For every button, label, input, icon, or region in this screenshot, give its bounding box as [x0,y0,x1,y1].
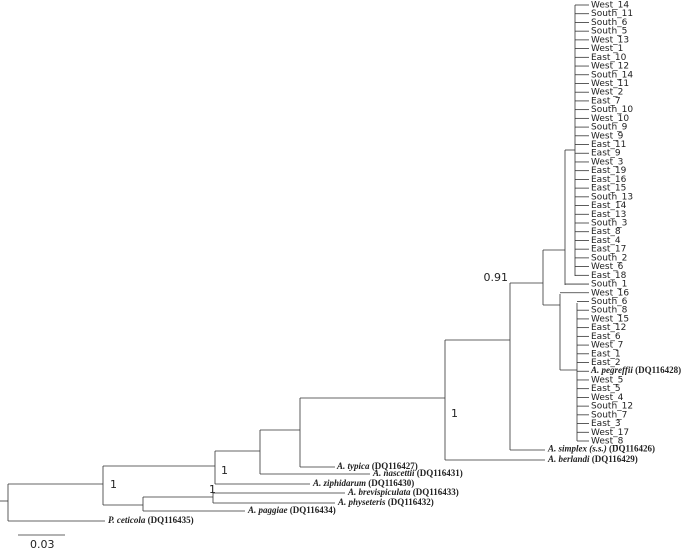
leaf-label: West_10 [591,114,629,124]
species-label: A. ziphidarum (DQ116430) [312,478,414,488]
leaf-label: East_13 [591,210,626,220]
leaf-label: South_5 [591,27,627,37]
leaf-label: East_9 [591,149,621,159]
leaf-label: South_6 [591,18,628,28]
leaf-label: East_19 [591,166,627,176]
species-name: A. simplex (s.s.) [547,444,607,454]
species-name: A. paggiae [247,505,288,515]
species-label: A. brevispiculata (DQ116433) [347,487,459,497]
support-value: 1 [110,478,117,491]
accession: (DQ116430) [368,478,414,488]
leaf-label: South_8 [591,306,628,316]
accession: (DQ116429) [592,454,638,464]
leaf-label: West_12 [591,62,629,72]
species-name: A. pegreffii [590,365,633,375]
leaf-label: West_16 [591,288,629,298]
leaf-label: East_17 [591,245,626,255]
leaf-label: West_2 [591,88,623,98]
leaf-label: East_8 [591,227,621,237]
leaf-label: West_1 [591,44,623,54]
leaf-label: East_11 [591,140,626,150]
species-label: A. paggiae (DQ116434) [247,505,336,515]
leaf-label: East_3 [591,419,621,429]
leaf-label: South_10 [591,105,633,115]
accession: (DQ116433) [413,487,459,497]
leaf-label: East_6 [591,332,621,342]
leaf-label: West_6 [591,262,624,272]
leaf-label: West_9 [591,131,624,141]
leaf-label: West_5 [591,375,623,385]
leaf-label: East_16 [591,175,627,185]
leaf-label: South_2 [591,253,627,263]
leaf-label: East_5 [591,384,621,394]
accession: (DQ116435) [148,515,194,525]
leaf-label: East_15 [591,184,626,194]
leaf-label: East_12 [591,323,626,333]
accession: (DQ116432) [388,497,434,507]
species-label: A. physeteris (DQ116432) [337,497,434,507]
accession: (DQ116426) [609,444,655,454]
species-name: A. physeteris [337,497,386,507]
leaf-label: West_17 [591,428,629,438]
leaf-label: East_14 [591,201,627,211]
species-name: A. brevispiculata [347,487,411,497]
leaf-label: West_7 [591,341,623,351]
leaf-label: West_3 [591,157,623,167]
leaf-label: East_1 [591,349,621,359]
support-value: 1 [221,464,228,477]
leaf-label: East_10 [591,53,627,63]
accession: (DQ116428) [635,365,681,375]
leaf-label: South_11 [591,9,633,19]
accession: (DQ116427) [372,461,418,471]
species-name: A. typica [336,461,370,471]
leaf-label: West_13 [591,35,629,45]
species-label: A. nascettii (DQ116431) [372,468,463,478]
species-label: A. berlandi (DQ116429) [547,454,638,464]
leaf-label: South_3 [591,219,627,229]
leaf-label: West_15 [591,314,629,324]
leaf-label: South_1 [591,280,627,290]
species-name: A. ziphidarum [312,478,366,488]
support-value: 0.91 [484,271,509,284]
leaf-label: East_7 [591,96,621,106]
branches [0,5,578,536]
leaf-label: South_13 [591,192,633,202]
species-name: A. berlandi [547,454,590,464]
species-label: A. pegreffii (DQ116428) [590,365,681,375]
leaf-label: South_7 [591,410,627,420]
leaf-label: East_2 [591,358,621,368]
leaf-label: West_4 [591,393,624,403]
leaf-label: West_11 [591,79,629,89]
species-label: P. ceticola (DQ116435) [108,515,194,525]
species-label: A. simplex (s.s.) (DQ116426) [547,444,655,454]
accession: (DQ116434) [290,505,336,515]
leaf-label: East_18 [591,271,627,281]
scale-label: 0.03 [30,538,55,548]
leaf-label: South_6 [591,297,628,307]
species-label: A. typica (DQ116427) [336,461,418,471]
support-value: 1 [451,407,458,420]
species-name: A. nascettii [372,468,415,478]
accession: (DQ116431) [417,468,463,478]
leaf-label: West_8 [591,437,624,447]
support-value: 1 [209,483,216,496]
leaf-label: South_12 [591,402,633,412]
leaf-label: West_14 [591,1,629,11]
leaf-label: East_4 [591,236,621,246]
leaf-label: South_14 [591,70,633,80]
species-name: P. ceticola [108,515,146,525]
leaf-label: South_9 [591,123,628,133]
